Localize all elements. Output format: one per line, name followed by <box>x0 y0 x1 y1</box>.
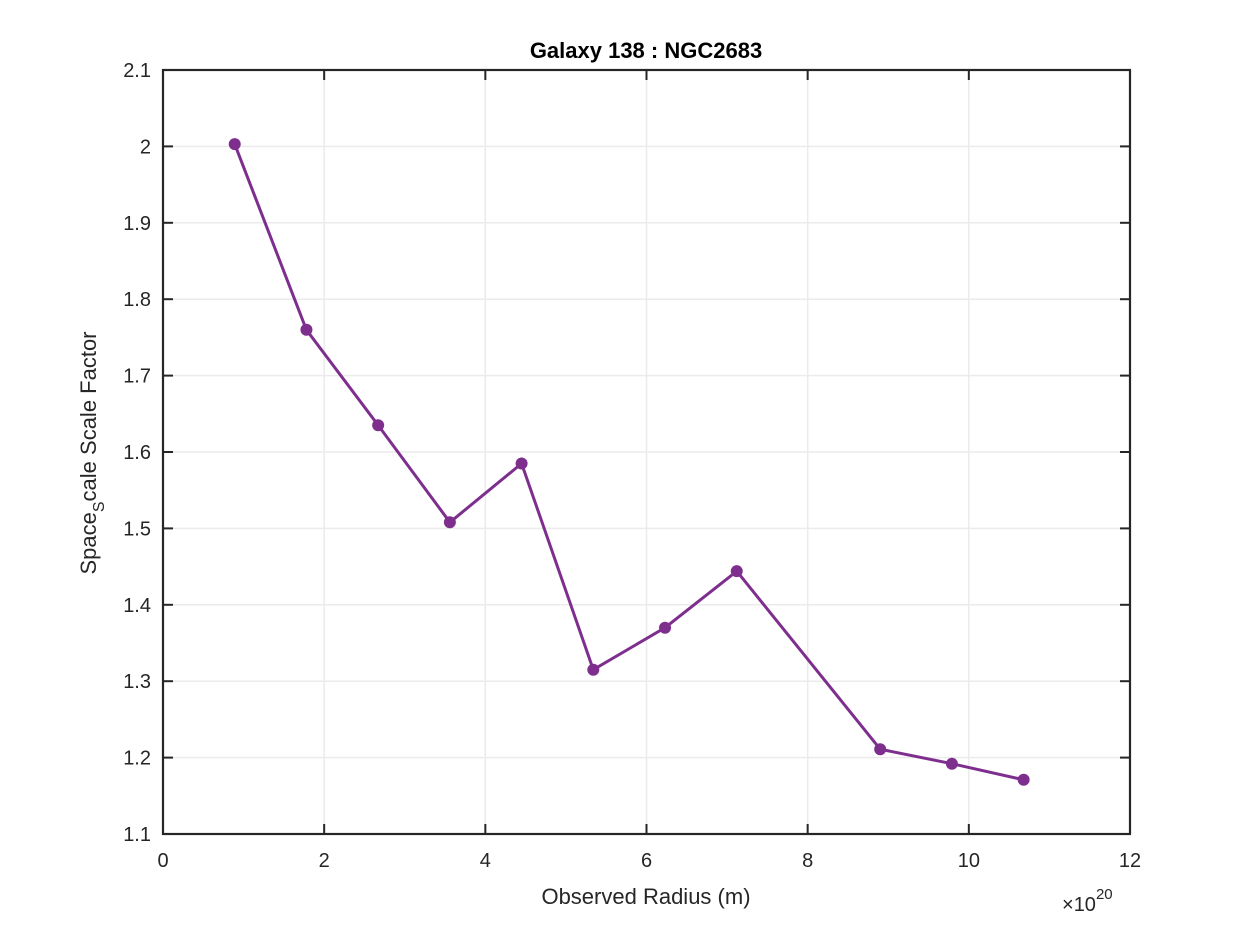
y-tick-label: 1.7 <box>123 366 151 388</box>
data-point <box>874 743 887 756</box>
y-tick-label: 1.5 <box>123 518 151 540</box>
data-point <box>730 565 743 578</box>
x-tick-label: 8 <box>802 850 813 872</box>
x-axis-label: Observed Radius (m) <box>541 884 750 909</box>
x-exponent-prefix: × <box>1062 894 1074 916</box>
data-point <box>945 757 958 770</box>
y-tick-label: 1.8 <box>123 289 151 311</box>
data-point <box>300 323 313 336</box>
data-point <box>443 516 456 529</box>
y-axis-label: SpaceScale Scale Factor <box>76 331 108 574</box>
x-tick-label: 10 <box>958 850 980 872</box>
data-point <box>228 138 241 151</box>
y-tick-label: 2 <box>140 136 151 158</box>
x-tick-label: 4 <box>480 850 491 872</box>
x-exponent-power: 20 <box>1096 886 1113 903</box>
data-point <box>372 419 385 432</box>
y-tick-label: 1.1 <box>123 824 151 846</box>
y-tick-label: 1.2 <box>123 748 151 770</box>
x-tick-label: 2 <box>319 850 330 872</box>
data-point <box>659 621 672 634</box>
x-tick-label: 0 <box>157 850 168 872</box>
y-axis-label-rest: cale Scale Factor <box>76 331 101 501</box>
x-exponent-base: 10 <box>1074 894 1096 916</box>
y-tick-label: 2.1 <box>123 60 151 82</box>
y-axis-label-main: Space <box>76 512 101 574</box>
x-tick-label: 12 <box>1119 850 1141 872</box>
chart-title: Galaxy 138 : NGC2683 <box>530 38 762 63</box>
series-layer <box>228 138 1030 786</box>
data-point <box>587 663 600 676</box>
data-point <box>1017 773 1030 786</box>
y-tick-label: 1.3 <box>123 671 151 693</box>
y-tick-label: 1.6 <box>123 442 151 464</box>
y-tick-label: 1.9 <box>123 213 151 235</box>
tick-labels: 0 2 4 6 8 10 12 1.1 1.2 1.3 1.4 1.5 1.6 1.7 1.8 1.9 2 2.1 <box>123 60 1141 872</box>
ticks <box>162 69 1131 835</box>
x-tick-label: 6 <box>641 850 652 872</box>
y-axis-label-subscript: S <box>91 501 108 512</box>
y-tick-label: 1.4 <box>123 595 151 617</box>
x-axis-exponent: ×1020 <box>1062 886 1113 916</box>
data-point <box>515 457 528 470</box>
